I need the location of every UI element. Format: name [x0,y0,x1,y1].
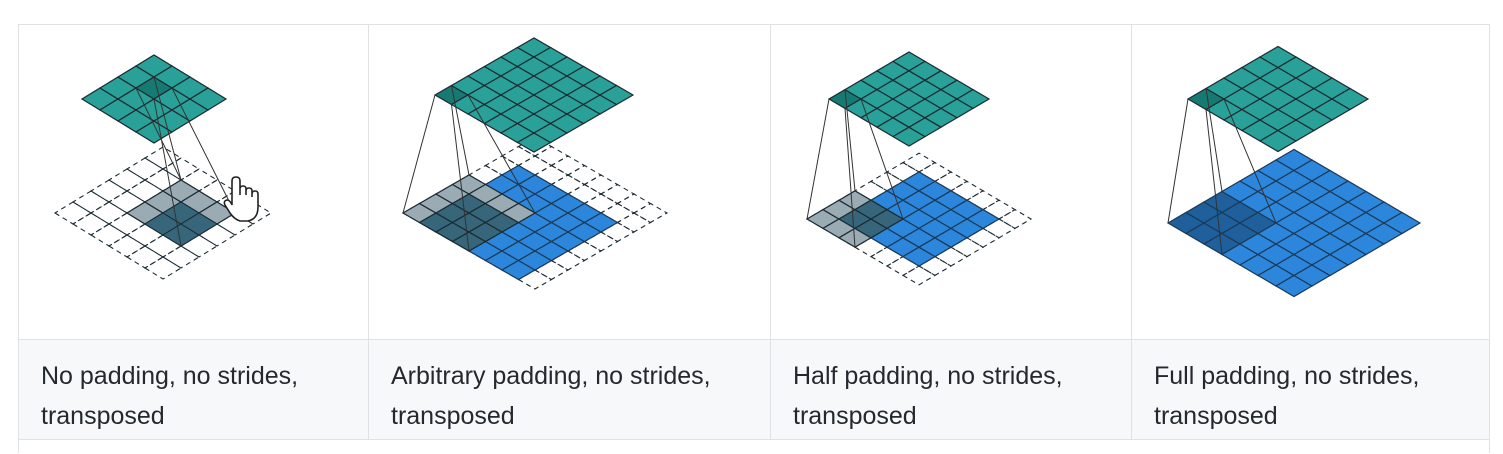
convolution-table: No padding, no strides, transposed Arbit… [18,24,1490,454]
projection-lines-line [844,89,856,191]
caption-row: No padding, no strides, transposed Arbit… [19,339,1489,440]
caption-line-2: transposed [1154,402,1278,430]
hand-pointer-icon [223,176,259,222]
projection-lines-line [1205,109,1223,255]
padded-input-grid-cell [583,174,619,195]
projection-lines-line [171,87,236,214]
caption-half-padding: Half padding, no strides, transposed [771,340,1132,440]
diagram-arbitrary-padding [401,37,669,290]
projection-lines-line [1205,88,1223,192]
output-grid-cell [188,87,228,111]
projection-lines-line [402,94,436,214]
output-grid [80,54,228,144]
output-grid-cell [955,88,991,110]
padded-input-grid-cell [632,202,669,224]
padded-input-grid-cell [143,256,183,280]
diagram-cell-no-padding [19,25,369,339]
padded-input-grid-cell [997,208,1033,230]
input-grid-cell [180,212,218,236]
padded-input-grid-cell [901,152,937,173]
padded-input-grid-cell [107,234,147,258]
padded-input-grid-cell [53,201,93,225]
padded-input-grid-cell [566,164,603,186]
padded-input-grid-cell [901,265,937,286]
padded-input-grid-cell [161,245,201,269]
output-grid [827,51,991,147]
diagram-full-padding [1166,45,1422,298]
projection-lines [402,85,536,252]
padded-input-grid-cell [71,190,111,214]
diagram-cell-half-padding [771,25,1132,339]
diagram-no-padding [53,54,273,280]
projection-lines-line [451,104,470,252]
padded-input-grid-cell [71,212,111,236]
projection-lines-line [451,85,470,176]
caption-line-1: No padding, no strides, [41,362,299,390]
projection-lines [806,89,904,248]
caption-line-1: Arbitrary padding, no strides, [391,362,711,390]
caption-full-padding: Full padding, no strides, transposed [1132,340,1489,440]
padded-input-grid-cell [107,168,147,192]
padded-input-grid-cell [89,179,129,203]
padded-input-grid-cell [616,212,652,233]
kernel-overlay [805,190,905,248]
output-grid [1186,45,1370,153]
projection-lines-line [806,98,830,220]
diagram-cell-full-padding [1132,25,1489,339]
diagram-cell-arbitrary-padding [369,25,771,339]
output-grid [433,37,635,153]
padded-input-grid-cell [89,223,129,247]
padded-input-grid-cell [125,157,165,181]
padded-input-grid-cell [89,201,129,225]
projection-lines-line [467,94,536,214]
caption-no-padding: No padding, no strides, transposed [19,340,369,440]
projection-lines-line [860,98,904,220]
output-grid-cell [598,84,635,106]
padded-input-grid-cell [533,145,570,167]
padded-input-grid-cell [599,183,636,205]
input-grid [144,201,218,247]
projection-lines-line [153,98,182,247]
caption-arbitrary-padding: Arbitrary padding, no strides, transpose… [369,340,771,440]
projection-lines [135,76,236,247]
output-grid-cell [1330,87,1370,111]
projection-lines [1167,88,1277,255]
caption-line-2: transposed [391,402,515,430]
padded-input-grid-cell [550,155,586,176]
table-bottom-row [19,439,1489,454]
input-grid-cell [1382,211,1422,235]
caption-line-1: Full padding, no strides, [1154,362,1420,390]
caption-line-2: transposed [793,402,917,430]
caption-line-2: transposed [41,402,165,430]
padded-input-grid-cell [125,245,165,269]
input-grid-cell [965,208,1001,230]
projection-lines-line [135,87,182,181]
projection-lines-line [1167,98,1189,224]
kernel-overlay [401,174,537,252]
hand-outline [223,176,259,222]
caption-line-1: Half padding, no strides, [793,362,1063,390]
input-grid-cell [583,212,619,233]
diagram-half-padding [805,51,1033,286]
projection-lines-line [1223,98,1277,224]
projection-lines-line [844,108,856,248]
projection-lines-line [153,76,182,181]
input-grid [1166,148,1422,298]
diagram-row [19,25,1489,339]
padded-input-grid-cell [616,193,652,214]
